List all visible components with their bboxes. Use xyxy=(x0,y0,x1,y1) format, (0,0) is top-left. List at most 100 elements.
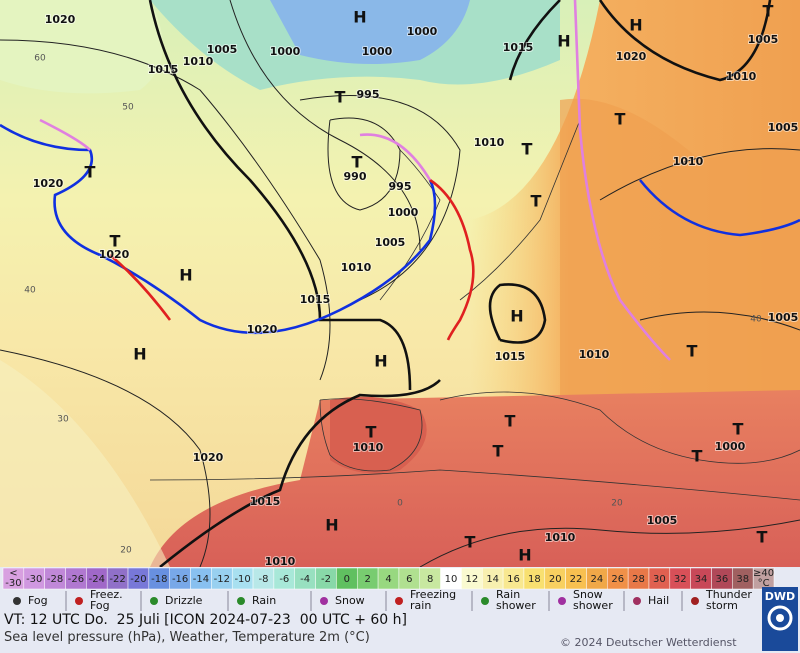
legend-label: Rain xyxy=(496,588,520,601)
isobar-label: 1020 xyxy=(33,177,64,190)
color-label: -28 xyxy=(47,574,63,585)
pressure-center: T xyxy=(366,423,377,442)
temperature-label: 20 xyxy=(611,499,623,509)
legend-bar: <-30 -30 -28 -26 -24 -22 -20 -18 -16 -14 -12 -10 -8-… xyxy=(2,567,775,612)
color-label: 14 xyxy=(486,574,499,585)
isobar-label: 1010 xyxy=(579,348,610,361)
legend-label: Snow xyxy=(335,594,365,607)
description: Sea level pressure (hPa), Weather, Tempe… xyxy=(4,630,370,645)
pressure-center: T xyxy=(505,412,516,431)
color-label: 24 xyxy=(591,574,604,585)
isobar-label: 1010 xyxy=(341,261,372,274)
color-label: 0 xyxy=(344,574,350,585)
pressure-center: T xyxy=(85,163,96,182)
color-label: -10 xyxy=(234,574,250,585)
pressure-center: T xyxy=(733,420,744,439)
pressure-center: H xyxy=(353,8,366,27)
color-label: -14 xyxy=(193,574,209,585)
copyright: © 2024 Deutscher Wetterdienst xyxy=(560,636,737,649)
isobar-label: 1020 xyxy=(616,50,647,63)
isobar-label: 990 xyxy=(344,170,367,183)
legend-symbol xyxy=(75,597,83,605)
isobar-label: 1005 xyxy=(748,33,779,46)
color-label: 4 xyxy=(385,574,391,585)
isobar-label: 1005 xyxy=(768,121,799,134)
isobar-label: 1020 xyxy=(45,13,76,26)
isobar-label: 1010 xyxy=(183,55,214,68)
pressure-center: H xyxy=(325,516,338,535)
pressure-center: T xyxy=(763,2,774,21)
color-label: 34 xyxy=(695,574,708,585)
pressure-center: H xyxy=(510,307,523,326)
temperature-label: 0 xyxy=(397,499,403,509)
isobar-label: 1005 xyxy=(768,311,799,324)
color-label: -6 xyxy=(279,574,289,585)
isobar-label: 1015 xyxy=(503,41,534,54)
pressure-center: T xyxy=(352,153,363,172)
temperature-label: 30 xyxy=(57,415,69,425)
legend-label: Freezing xyxy=(410,588,456,601)
legend-label: Rain xyxy=(252,594,276,607)
color-label: -16 xyxy=(172,574,188,585)
isobar-label: 1015 xyxy=(495,350,526,363)
pressure-center: T xyxy=(335,88,346,107)
color-label: -12 xyxy=(214,574,230,585)
legend-symbol xyxy=(395,597,403,605)
legend-label: Drizzle xyxy=(165,594,203,607)
legend-symbol xyxy=(13,597,21,605)
color-label: -24 xyxy=(89,574,105,585)
valid-time: VT: 12 UTC Do. 25 Juli [ICON 2024-07-23 … xyxy=(4,612,407,628)
legend-label: Thunder xyxy=(705,588,752,601)
isobar-label: 1000 xyxy=(362,45,393,58)
temperature-label: 40 xyxy=(24,286,36,296)
isobar-label: 1005 xyxy=(647,514,678,527)
isobar-label: 1010 xyxy=(265,555,296,567)
color-label: 28 xyxy=(632,574,645,585)
isobar-label: 1005 xyxy=(207,43,238,56)
logo-text: DWD xyxy=(764,590,796,603)
pressure-center: T xyxy=(110,232,121,251)
color-label: ≥40 xyxy=(753,568,774,579)
pressure-center: T xyxy=(615,110,626,129)
dwd-logo: DWD xyxy=(762,587,798,651)
legend-label: shower xyxy=(496,599,536,612)
isobar-label: 1010 xyxy=(353,441,384,454)
isobar-label: 1015 xyxy=(300,293,331,306)
isobar-label: 1015 xyxy=(148,63,179,76)
color-label: 30 xyxy=(653,574,666,585)
logo-swirl xyxy=(767,605,793,631)
color-label: 22 xyxy=(570,574,583,585)
color-label: -4 xyxy=(300,574,310,585)
isobar-label: 1020 xyxy=(193,451,224,464)
pressure-center: T xyxy=(522,140,533,159)
pressure-center: T xyxy=(692,447,703,466)
legend-label: Fog xyxy=(28,594,48,607)
color-label: -18 xyxy=(151,574,167,585)
color-label: -26 xyxy=(68,574,84,585)
weather-map: 1020 1005 1000 1000 1000 1015 1010 1015 1020 1005… xyxy=(0,0,800,567)
color-label: -2 xyxy=(321,574,331,585)
isobar-label: 995 xyxy=(389,180,412,193)
pressure-center: H xyxy=(374,352,387,371)
isobar-label: 1000 xyxy=(407,25,438,38)
legend-symbol xyxy=(558,597,566,605)
isobar-label: 995 xyxy=(357,88,380,101)
legend-label: storm xyxy=(706,599,738,612)
pressure-center: T xyxy=(493,442,504,461)
isobar-label: 1020 xyxy=(99,248,130,261)
color-label: 16 xyxy=(507,574,520,585)
pressure-center: H xyxy=(133,345,146,364)
color-label: 26 xyxy=(611,574,624,585)
isobar-label: 1010 xyxy=(673,155,704,168)
color-label: 8 xyxy=(427,574,433,585)
legend-label: Hail xyxy=(648,594,669,607)
temperature-label: 20 xyxy=(120,546,132,556)
color-label: 18 xyxy=(528,574,541,585)
color-label: < xyxy=(9,568,17,579)
pressure-center: T xyxy=(465,533,476,552)
color-label: 6 xyxy=(406,574,412,585)
isobar-label: 1005 xyxy=(375,236,406,249)
isobar-label: 1015 xyxy=(250,495,281,508)
color-label: 12 xyxy=(465,574,478,585)
isobar-label: 1010 xyxy=(545,531,576,544)
